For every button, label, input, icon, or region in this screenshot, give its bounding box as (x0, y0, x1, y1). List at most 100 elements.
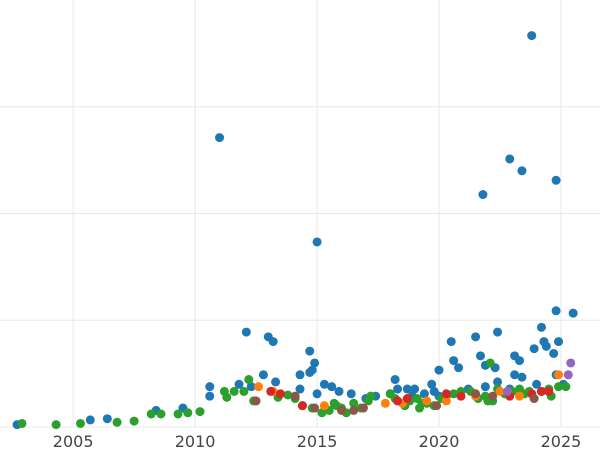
data-point-series-4 (432, 401, 442, 411)
data-point-series-1 (366, 391, 376, 401)
data-point-series-0 (454, 363, 464, 373)
data-point-series-3 (536, 386, 546, 396)
data-point-series-4 (336, 405, 346, 415)
data-point-series-0 (241, 327, 251, 337)
data-point-series-0 (346, 389, 356, 399)
data-point-series-4 (310, 403, 320, 413)
data-point-series-0 (307, 365, 317, 375)
data-point-series-1 (173, 409, 183, 419)
data-point-series-0 (532, 379, 542, 389)
data-point-series-1 (349, 398, 359, 408)
data-point-series-1 (244, 375, 254, 385)
data-point-series-0 (85, 415, 95, 425)
data-point-series-0 (390, 375, 400, 385)
data-point-series-0 (102, 414, 112, 424)
data-point-series-0 (258, 370, 268, 380)
data-point-series-0 (517, 372, 527, 382)
data-point-series-0 (480, 382, 490, 392)
data-point-series-0 (529, 344, 539, 354)
data-point-series-0 (549, 348, 559, 358)
data-point-series-3 (456, 391, 466, 401)
data-point-series-0 (268, 337, 278, 347)
data-point-series-3 (393, 396, 403, 406)
data-point-series-0 (427, 379, 437, 389)
data-point-series-1 (317, 408, 327, 418)
data-point-series-0 (295, 384, 305, 394)
data-point-series-0 (419, 389, 429, 399)
data-point-series-1 (283, 390, 293, 400)
data-point-series-0 (271, 377, 281, 387)
data-point-series-0 (295, 370, 305, 380)
data-point-series-0 (434, 365, 444, 375)
data-point-series-3 (441, 389, 451, 399)
data-point-series-0 (505, 154, 515, 164)
data-point-series-1 (112, 417, 122, 427)
data-point-series-1 (239, 386, 249, 396)
data-point-series-0 (541, 341, 551, 351)
data-point-series-5 (502, 386, 512, 396)
data-point-series-0 (568, 308, 578, 318)
data-point-series-1 (51, 420, 61, 430)
data-point-series-1 (156, 409, 166, 419)
data-point-series-0 (449, 356, 459, 366)
data-point-series-4 (488, 391, 498, 401)
data-point-series-1 (75, 418, 85, 428)
x-tick-label: 2005 (53, 432, 94, 450)
data-point-series-0 (310, 358, 320, 368)
data-point-series-4 (358, 403, 368, 413)
data-point-series-0 (393, 384, 403, 394)
data-point-series-0 (319, 379, 329, 389)
data-point-series-2 (515, 391, 525, 401)
data-point-series-2 (441, 396, 451, 406)
data-point-series-0 (551, 175, 561, 185)
x-axis-ticks: 2005 2010 2015 2020 2025 (53, 432, 582, 450)
data-point-series-1 (17, 418, 27, 428)
data-point-series-3 (297, 401, 307, 411)
data-point-series-1 (146, 409, 156, 419)
data-point-series-2 (554, 370, 564, 380)
data-point-series-3 (266, 386, 276, 396)
data-point-series-0 (215, 133, 225, 143)
data-point-series-0 (478, 190, 488, 200)
x-tick-label: 2010 (175, 432, 216, 450)
data-point-series-0 (402, 384, 412, 394)
data-point-series-0 (334, 386, 344, 396)
data-point-series-0 (510, 370, 520, 380)
data-point-series-0 (446, 337, 456, 347)
data-point-series-2 (380, 398, 390, 408)
data-points (12, 31, 578, 430)
data-point-series-0 (305, 346, 315, 356)
data-point-series-1 (554, 382, 564, 392)
grid-lines (0, 0, 600, 428)
data-point-series-4 (349, 405, 359, 415)
data-point-series-4 (529, 394, 539, 404)
data-point-series-1 (229, 386, 239, 396)
data-point-series-5 (566, 358, 576, 368)
x-tick-label: 2025 (541, 432, 582, 450)
data-point-series-0 (536, 322, 546, 332)
x-tick-label: 2020 (419, 432, 460, 450)
data-point-series-1 (129, 416, 139, 426)
data-point-series-0 (554, 337, 564, 347)
data-point-series-0 (410, 384, 420, 394)
data-point-series-0 (234, 379, 244, 389)
data-point-series-4 (251, 396, 261, 406)
data-point-series-3 (275, 389, 285, 399)
data-point-series-0 (312, 237, 322, 247)
data-point-series-0 (475, 351, 485, 361)
data-point-series-3 (544, 386, 554, 396)
data-point-series-0 (515, 356, 525, 366)
data-point-series-1 (561, 382, 571, 392)
data-point-series-1 (183, 408, 193, 418)
data-point-series-0 (551, 306, 561, 316)
data-point-series-0 (312, 389, 322, 399)
data-point-series-4 (471, 389, 481, 399)
data-point-series-2 (319, 401, 329, 411)
data-point-series-0 (327, 382, 337, 392)
data-point-series-0 (246, 382, 256, 392)
data-point-series-1 (222, 392, 232, 402)
data-point-series-0 (517, 166, 527, 176)
x-tick-label: 2015 (297, 432, 338, 450)
